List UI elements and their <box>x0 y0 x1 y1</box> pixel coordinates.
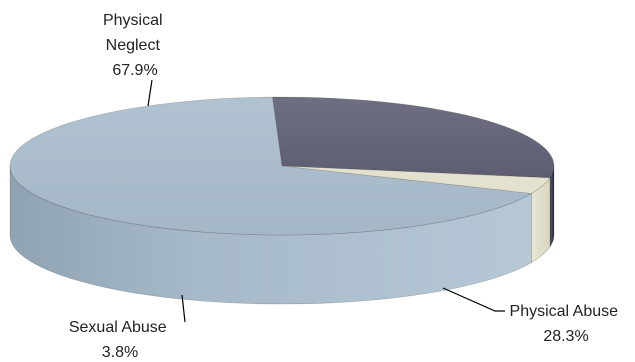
pie-slice-physical-abuse <box>272 96 555 179</box>
pie-top-faces <box>9 96 555 236</box>
pie-slice-physical-neglect <box>9 96 533 236</box>
pie-slice-sexual-abuse <box>281 165 551 194</box>
label-physical-abuse-value: 28.3% <box>543 328 588 345</box>
label-physical-neglect-line2: Neglect <box>106 37 161 54</box>
label-physical-neglect-line1: Physical <box>103 12 163 29</box>
pie-side-physical-abuse <box>549 165 555 248</box>
label-physical-abuse-line1: Physical Abuse <box>510 303 619 320</box>
leader-line-physical-abuse <box>442 287 505 312</box>
label-sexual-abuse-line1: Sexual Abuse <box>69 319 167 336</box>
slice-label-sexual-abuse: Sexual Abuse 3.8% <box>69 319 171 361</box>
slice-label-physical-neglect: Physical Neglect 67.9% <box>103 12 167 79</box>
label-physical-neglect-value: 67.9% <box>112 62 157 79</box>
leader-line-physical-neglect <box>147 79 153 107</box>
slice-label-physical-abuse: Physical Abuse 28.3% <box>510 303 623 345</box>
leader-line-sexual-abuse <box>181 294 186 323</box>
label-sexual-abuse-value: 3.8% <box>102 344 138 361</box>
